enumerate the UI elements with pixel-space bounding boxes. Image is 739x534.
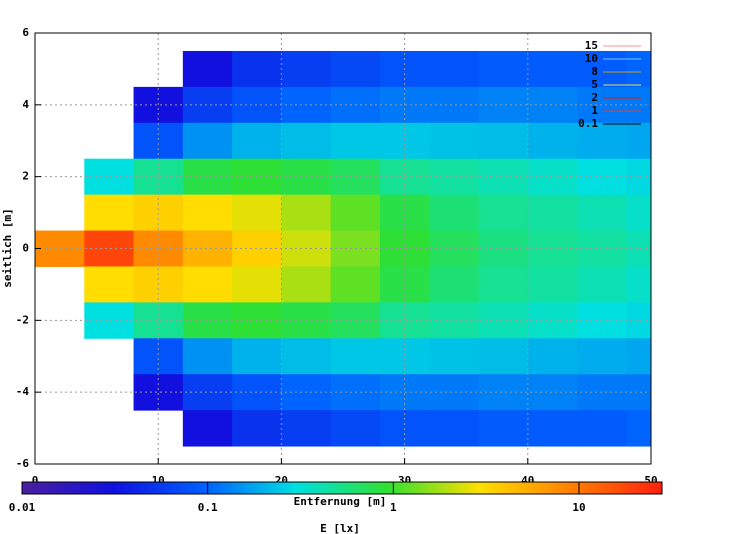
heat-cell bbox=[478, 194, 529, 232]
colorbar-tick-label: 0.01 bbox=[9, 501, 36, 514]
heat-cell bbox=[429, 50, 480, 88]
heat-cell bbox=[626, 50, 652, 88]
y-tick-label: -6 bbox=[16, 457, 30, 470]
colorbar bbox=[21, 481, 663, 495]
heat-cell bbox=[182, 410, 233, 447]
y-axis-label: seitlich [m] bbox=[1, 208, 14, 287]
x-axis-label: Entfernung [m] bbox=[294, 495, 387, 508]
y-tick-label: -2 bbox=[16, 313, 29, 326]
heat-cell bbox=[429, 410, 480, 447]
heat-cell bbox=[527, 338, 578, 375]
heat-cell bbox=[182, 266, 233, 303]
heat-cell bbox=[626, 266, 652, 303]
heat-cell bbox=[626, 338, 652, 375]
heat-cell bbox=[527, 266, 578, 303]
heat-cell bbox=[281, 410, 332, 447]
heat-cell bbox=[577, 194, 627, 232]
heat-cell bbox=[232, 338, 282, 375]
heat-cell bbox=[281, 266, 332, 303]
heat-cell bbox=[35, 230, 85, 267]
heat-cell bbox=[379, 86, 430, 124]
legend-label: 10 bbox=[585, 52, 598, 65]
colorbar-tick-label: 0.1 bbox=[198, 501, 218, 514]
heat-cell bbox=[478, 122, 529, 160]
heat-cell bbox=[577, 338, 627, 375]
legend-label: 8 bbox=[591, 65, 598, 78]
colorbar-tick-label: 1 bbox=[390, 501, 397, 514]
heat-cell bbox=[232, 374, 282, 411]
y-tick-label: 2 bbox=[22, 170, 29, 183]
heat-cell bbox=[527, 194, 578, 232]
colorbar-label: E [lx] bbox=[320, 522, 360, 534]
heat-cell bbox=[330, 338, 381, 375]
heat-cell bbox=[478, 50, 529, 88]
heat-cell bbox=[379, 194, 430, 232]
legend-label: 1 bbox=[591, 104, 598, 117]
legend-label: 5 bbox=[591, 78, 598, 91]
heat-cell bbox=[429, 338, 480, 375]
heat-cell bbox=[232, 122, 282, 160]
heat-cell bbox=[232, 50, 282, 88]
heat-cell bbox=[527, 50, 578, 88]
heat-cell bbox=[577, 266, 627, 303]
heat-cell bbox=[232, 194, 282, 232]
heat-cell bbox=[577, 50, 627, 88]
heat-cell bbox=[330, 122, 381, 160]
heat-cell bbox=[133, 194, 184, 232]
heat-cell bbox=[330, 266, 381, 303]
heatmap bbox=[35, 50, 652, 447]
heat-cell bbox=[577, 410, 627, 447]
heat-cell bbox=[527, 122, 578, 160]
legend-label: 0.1 bbox=[578, 117, 598, 130]
plot-frame bbox=[34, 32, 652, 465]
y-tick-label: -4 bbox=[16, 385, 30, 398]
heat-cell bbox=[626, 122, 652, 160]
heat-cell bbox=[330, 194, 381, 232]
legend-label: 2 bbox=[591, 91, 598, 104]
heat-cell bbox=[429, 194, 480, 232]
heat-cell bbox=[232, 266, 282, 303]
y-tick-label: 6 bbox=[22, 26, 29, 39]
heat-cell bbox=[527, 410, 578, 447]
heat-cell bbox=[281, 50, 332, 88]
heat-cell bbox=[478, 410, 529, 447]
colorbar-tick-label: 10 bbox=[572, 501, 585, 514]
heat-cell bbox=[281, 194, 332, 232]
y-tick-label: 0 bbox=[22, 242, 29, 255]
heat-cell bbox=[84, 194, 135, 232]
heat-cell bbox=[626, 194, 652, 232]
heat-cell bbox=[281, 338, 332, 375]
heat-cell bbox=[232, 410, 282, 447]
y-tick-label: 4 bbox=[22, 98, 29, 111]
heat-cell bbox=[182, 194, 233, 232]
legend-label: 15 bbox=[585, 39, 598, 52]
x-tick-label: 0 bbox=[32, 474, 39, 487]
heat-cell bbox=[429, 266, 480, 303]
heat-cell bbox=[182, 50, 233, 88]
heat-cell bbox=[330, 50, 381, 88]
heat-cell bbox=[232, 158, 282, 196]
heat-cell bbox=[182, 338, 233, 375]
heat-cell bbox=[232, 302, 282, 339]
heat-cell bbox=[478, 266, 529, 303]
heat-cell bbox=[232, 86, 282, 124]
heat-cell bbox=[577, 122, 627, 160]
heat-cell bbox=[330, 410, 381, 447]
heat-cell bbox=[429, 122, 480, 160]
heat-cell bbox=[626, 410, 652, 447]
heat-cell bbox=[478, 338, 529, 375]
heat-cell bbox=[84, 266, 135, 303]
heat-cell bbox=[232, 230, 282, 267]
heat-cell bbox=[281, 122, 332, 160]
heat-cell bbox=[182, 122, 233, 160]
